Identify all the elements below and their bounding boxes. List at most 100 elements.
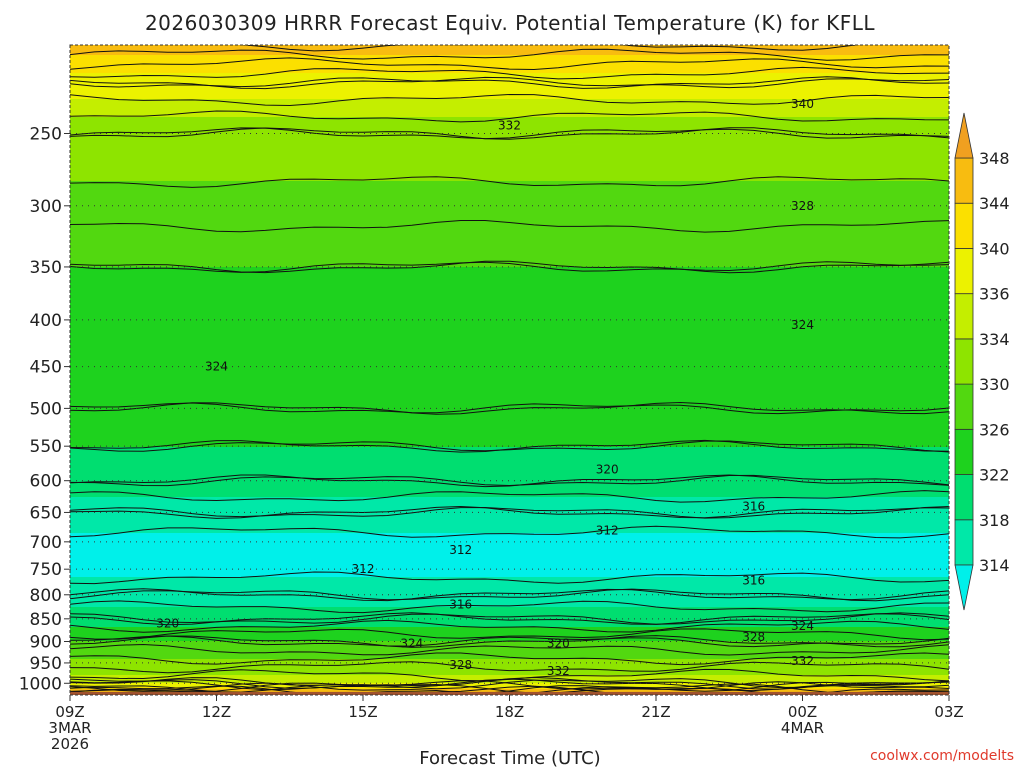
fill-strip [70,67,949,70]
fill-strip [70,667,949,670]
contour-line [70,76,949,89]
fill-strip [70,125,949,128]
contour-labels: 340 332 328 324 324 320 316 312 312 312 316 316 320 3… [156,97,814,678]
fill-strip [70,99,949,102]
credit-text[interactable]: coolwx.com/modelts [870,748,1014,764]
fill-strip [70,223,949,226]
fill-strip [70,53,949,56]
contour-line [70,66,949,80]
fill-strip [70,405,949,408]
fill-strip [70,567,949,570]
fill-strip [70,457,949,460]
fill-strip [70,675,949,678]
fill-strip [70,329,949,332]
x-tick-label: 00Z [788,703,817,721]
fill-strip [70,85,949,88]
fill-strip [70,231,949,234]
fill-strip [70,245,949,248]
fill-strip [70,489,949,492]
fill-strip [70,475,949,478]
fill-strip [70,361,949,364]
fill-strip [70,623,949,626]
fill-strip [70,173,949,176]
fill-strip [70,109,949,112]
fill-strip [70,91,949,94]
fill-strip [70,371,949,374]
fill-strip [70,341,949,344]
fill-strip [70,609,949,612]
contour-line [70,525,949,539]
fill-strip [70,659,949,662]
fill-strip [70,319,949,322]
fill-strip [70,447,949,450]
fill-strip [70,169,949,172]
fill-strip [70,575,949,578]
fill-strip [70,465,949,468]
fill-strip [70,599,949,602]
pressure-gridlines [70,132,949,684]
contour-line [70,110,949,123]
fill-strip [70,501,949,504]
fill-strip [70,385,949,388]
fill-strip [70,641,949,644]
fill-strip [70,415,949,418]
fill-strip [70,189,949,192]
fill-strip [70,359,949,362]
fill-strip [70,61,949,64]
fill-strip [70,625,949,628]
fill-strip [70,315,949,318]
colorbar-tick-label: 326 [979,420,1010,439]
contour-label: 312 [449,543,472,557]
fill-strip [70,55,949,58]
fill-strip [70,333,949,336]
fill-strip [70,119,949,122]
contour-line [70,439,949,453]
fill-strip [70,541,949,544]
fill-strip [70,237,949,240]
fill-strip [70,665,949,668]
fill-strip [70,423,949,426]
fill-strip [70,545,949,548]
fill-strip [70,271,949,274]
fill-strip [70,179,949,182]
contour-line [70,600,949,614]
fill-strip [70,577,949,580]
colorbar-box [954,383,974,430]
y-tick-label: 550 [30,437,62,457]
fill-strip [70,393,949,396]
contour-line [70,643,949,656]
fill-strip [70,557,949,560]
x-tick-label: 12Z [202,703,231,721]
colorbar-tick-label: 340 [979,239,1010,258]
fill-strip [70,243,949,246]
fill-strip [70,463,949,466]
fill-strip [70,645,949,648]
fill-strip [70,281,949,284]
fill-strip [70,51,949,54]
fill-strip [70,551,949,554]
fill-strip [70,187,949,190]
contour-line [70,474,949,488]
fill-strip [70,365,949,368]
fill-strip [70,45,949,48]
fill-strip [70,487,949,490]
fill-strip [70,445,949,448]
fill-strip [70,101,949,104]
fill-strip [70,57,949,60]
y-tick-label: 950 [30,654,62,674]
fill-strip [70,433,949,436]
contour-label: 332 [547,664,570,678]
fill-strip [70,337,949,340]
contour-line [70,571,949,585]
fill-strip [70,265,949,268]
colorbar-tick-label: 336 [979,285,1010,304]
fill-strip [70,239,949,242]
fill-strip [70,305,949,308]
fill-strip [70,227,949,230]
fill-strip [70,103,949,106]
colorbar: 314 318 322 326 330 334 336 340 344 348 [954,112,1010,611]
theta-e-fill [70,45,949,695]
fill-strip [70,407,949,410]
contour-line [70,402,949,415]
